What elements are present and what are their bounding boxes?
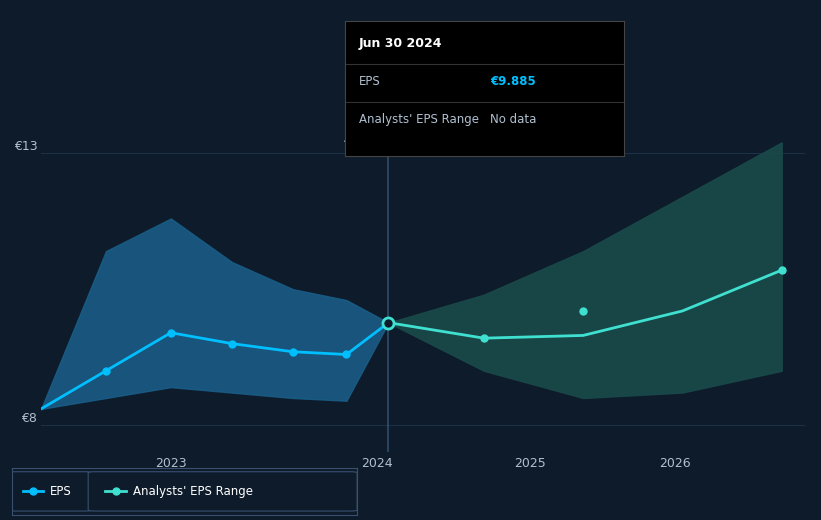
- Text: €13: €13: [14, 140, 37, 153]
- Text: Actual: Actual: [344, 132, 381, 145]
- Text: €9.885: €9.885: [490, 75, 536, 88]
- Text: Jun 30 2024: Jun 30 2024: [359, 37, 443, 50]
- FancyBboxPatch shape: [88, 472, 357, 511]
- Text: EPS: EPS: [359, 75, 380, 88]
- Text: No data: No data: [490, 113, 536, 126]
- Text: €8: €8: [21, 412, 37, 425]
- FancyBboxPatch shape: [9, 472, 92, 511]
- Text: EPS: EPS: [50, 485, 72, 498]
- Text: Analysts Forecasts: Analysts Forecasts: [396, 132, 506, 145]
- Text: Analysts' EPS Range: Analysts' EPS Range: [133, 485, 253, 498]
- Text: Analysts' EPS Range: Analysts' EPS Range: [359, 113, 479, 126]
